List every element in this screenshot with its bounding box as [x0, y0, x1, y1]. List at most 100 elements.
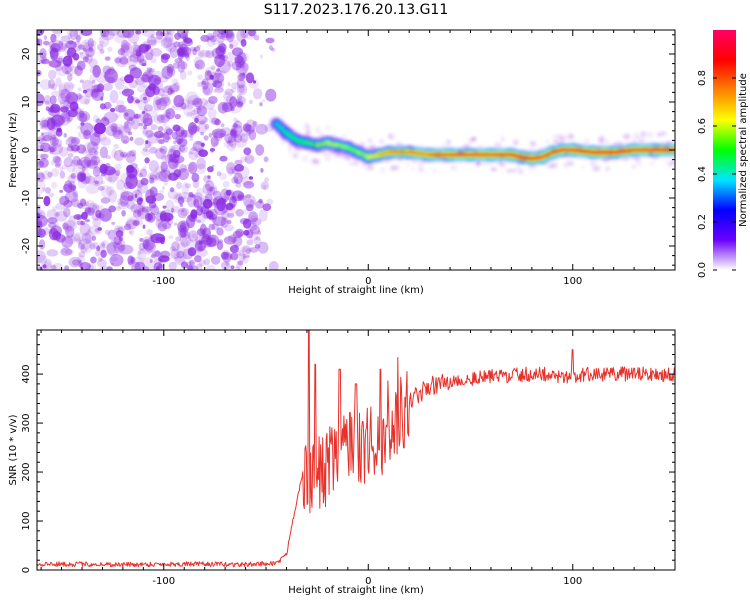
spectrogram-noise-blob — [79, 51, 90, 60]
spectrogram-noise-blob — [126, 55, 138, 67]
spectrogram-noise-blob — [76, 237, 82, 245]
spectrogram-noise-blob — [150, 254, 156, 258]
spectrogram-noise-blob — [155, 266, 160, 270]
spectrogram-noise-blob — [186, 264, 194, 270]
spectrogram-noise-blob — [250, 217, 262, 227]
spectrogram-noise-blob — [67, 152, 74, 158]
spectrogram-noise-blob — [120, 201, 128, 207]
spectrogram-noise-blob — [86, 141, 98, 154]
spectrogram-noise-blob — [239, 246, 247, 253]
spectrogram-noise-blob — [48, 103, 54, 107]
spectrogram-noise-blob — [159, 96, 171, 107]
spectrogram-noise-blob — [180, 261, 189, 269]
spectrogram-noise-blob — [88, 264, 94, 270]
spectrogram-noise-blob — [120, 44, 131, 57]
spectrogram-noise-blob — [123, 86, 129, 94]
spectrogram-halo-blob — [627, 151, 631, 155]
spectrogram-noise-blob — [90, 88, 99, 98]
spectrogram-noise-blob — [84, 230, 94, 244]
spectrogram-noise-blob — [196, 105, 207, 117]
spectrogram-noise-blob — [132, 209, 142, 218]
spectrogram-noise-blob — [236, 260, 243, 270]
spectrogram-halo-blob — [326, 147, 335, 151]
spectrogram-noise-blob — [190, 217, 194, 221]
spectrogram-noise-blob — [38, 158, 49, 168]
spectrogram-halo-blob — [605, 140, 610, 143]
spectrogram-noise-blob — [234, 134, 239, 139]
spectrogram-noise-blob — [140, 73, 151, 83]
spectrogram-noise-blob — [50, 43, 61, 53]
spectrogram-noise-blob — [196, 205, 204, 216]
spectrogram-noise-blob — [189, 136, 194, 141]
spectrogram-noise-blob — [122, 153, 127, 159]
spectrogram-noise-blob — [58, 84, 68, 96]
spectrogram-noise-blob — [249, 215, 258, 224]
spectrogram-noise-blob — [242, 244, 251, 256]
spectrogram-noise-blob — [92, 114, 99, 123]
spectrogram-noise-blob — [231, 168, 238, 175]
spectrogram-noise-blob — [129, 58, 133, 62]
spectrogram-noise-blob — [173, 250, 187, 263]
spectrogram-noise-blob — [142, 84, 148, 88]
spectrogram-noise-blob — [230, 107, 235, 111]
spectrogram-noise-blob — [86, 159, 98, 169]
spectrogram-noise-blob — [60, 111, 71, 122]
spectrogram-noise-blob — [196, 163, 207, 175]
spectrogram-noise-blob — [118, 129, 122, 134]
spectrogram-noise-blob — [116, 100, 125, 107]
spectrogram-noise-blob — [100, 197, 111, 204]
spectrogram-noise-blob — [148, 202, 157, 209]
spectrogram-noise-blob — [165, 108, 176, 120]
spectrogram-noise-blob — [179, 70, 187, 81]
spectrogram-noise-blob — [191, 146, 197, 152]
spectrogram-noise-blob — [97, 227, 102, 231]
spectrogram-noise-blob — [76, 171, 87, 183]
spectrogram-noise-blob — [71, 259, 80, 266]
spectrogram-noise-blob — [157, 125, 164, 132]
spectrogram-noise-blob — [67, 109, 78, 118]
spectrogram-noise-blob — [55, 128, 63, 137]
spectrogram-noise-blob — [211, 128, 227, 139]
spectrogram-noise-blob — [101, 30, 110, 38]
spectrogram-noise-blob — [248, 129, 257, 141]
spectrogram-halo-blob — [529, 148, 537, 151]
spectrogram-noise-blob — [133, 57, 140, 63]
spectrogram-noise-blob — [80, 244, 86, 249]
spectrogram-noise-blob — [193, 107, 202, 114]
spectrogram-noise-blob — [258, 208, 268, 222]
spectrogram-halo-blob — [476, 161, 482, 166]
spectrogram-noise-blob — [125, 173, 138, 189]
spectrogram-noise-blob — [115, 55, 129, 68]
spectrogram-noise-blob — [224, 88, 234, 96]
spectrogram-noise-blob — [230, 129, 236, 137]
spectrogram-noise-blob — [182, 38, 194, 47]
spectrogram-halo-blob — [367, 139, 373, 142]
spectrogram-noise-blob — [120, 191, 134, 202]
spectrogram-noise-blob — [263, 156, 269, 163]
spectrogram-noise-blob — [70, 139, 77, 144]
spectrogram-noise-blob — [184, 183, 191, 189]
spectrogram-noise-blob — [224, 224, 234, 232]
spectrogram-noise-blob — [48, 69, 57, 80]
spectrogram-halo-blob — [305, 123, 309, 129]
spectrogram-noise-blob — [232, 230, 243, 239]
spectrogram-noise-blob — [130, 203, 145, 214]
spectrogram-halo-blob — [544, 161, 551, 165]
spectrogram-noise-blob — [155, 30, 164, 40]
spectrogram-noise-blob — [113, 243, 125, 254]
spectrogram-noise-blob — [235, 182, 242, 188]
spectrogram-noise-blob — [88, 47, 94, 52]
spectrogram-noise-blob — [154, 258, 161, 265]
spectrogram-noise-blob — [118, 148, 123, 153]
spectrogram-noise-blob — [225, 202, 234, 211]
spectrogram-noise-blob — [237, 194, 244, 199]
spectrogram-noise-blob — [240, 39, 247, 47]
spectrogram-noise-blob — [43, 195, 51, 207]
spectrogram-noise-blob — [139, 248, 145, 255]
spectrogram-noise-blob — [245, 248, 252, 255]
spectrogram-noise-blob — [139, 111, 150, 124]
spectrogram-noise-blob — [113, 225, 126, 234]
spectrogram-noise-blob — [47, 143, 63, 155]
spectrogram-noise-blob — [243, 198, 256, 209]
